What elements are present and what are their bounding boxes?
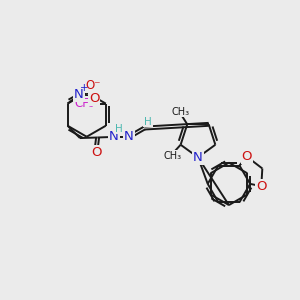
Text: H: H [144,117,152,127]
Text: O: O [89,92,99,105]
Text: CH₃: CH₃ [172,107,190,117]
Text: N: N [193,151,203,164]
Text: CF₃: CF₃ [74,97,94,110]
Text: O: O [256,180,267,193]
Text: O: O [242,150,252,163]
Text: N: N [109,130,119,143]
Text: N: N [124,130,134,143]
Text: N: N [74,88,84,101]
Text: CH₃: CH₃ [163,151,182,161]
Text: H: H [115,124,123,134]
Text: O: O [91,146,101,159]
Text: O⁻: O⁻ [85,80,100,92]
Text: +: + [80,83,88,93]
